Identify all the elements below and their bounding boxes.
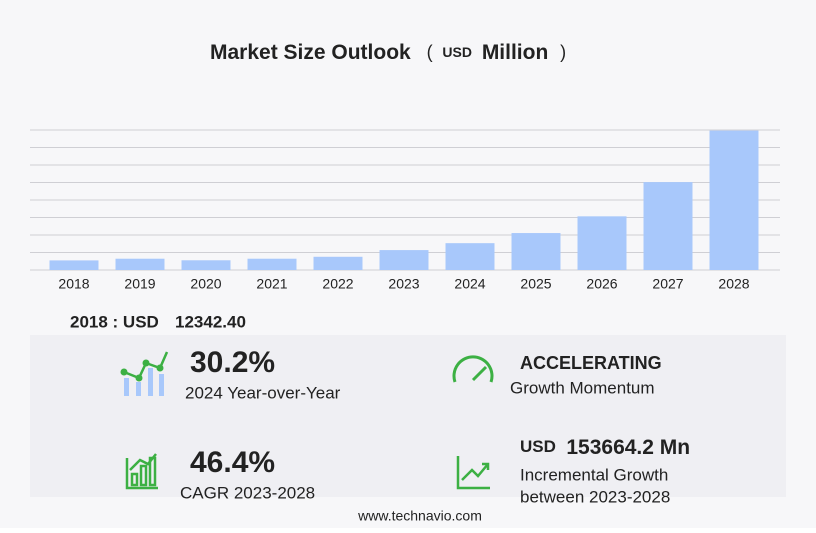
x-tick-label: 2020 [190,276,221,292]
incremental-number: 153664.2 Mn [566,436,690,459]
x-tick-label: 2022 [322,276,353,292]
title-unit-prefix: USD [442,44,472,60]
x-tick-label: 2019 [124,276,155,292]
x-tick-label: 2027 [652,276,683,292]
footer: www.technavio.com [357,508,482,524]
bar [49,260,99,270]
title-main: Market Size Outlook [210,41,411,64]
bar [379,250,429,270]
cagr-icon [125,453,158,490]
momentum-value: ACCELERATING [520,353,662,373]
base-label: 2018 : USD [70,312,159,331]
plot-area: 2018 2019 2020 2021 2022 2023 2024 2025 2026 2027… [30,129,780,292]
yoy-label: 2024 Year-over-Year [185,383,341,402]
stats-panel [30,335,786,497]
bar [511,233,561,270]
incremental-label: Incremental Growth [520,465,668,484]
bar [577,216,627,270]
x-tick-label: 2026 [586,276,617,292]
bar [313,256,363,270]
cagr-value: 46.4% [190,446,275,479]
bar [115,258,165,270]
x-tick-label: 2028 [718,276,749,292]
momentum-label: Growth Momentum [510,378,655,397]
bar [445,243,495,270]
title-paren: ( [427,42,433,62]
bar [181,260,231,270]
incremental-value: USD 153664.2 Mn [520,436,690,459]
title-unit: Million [482,41,549,64]
bar [247,258,297,270]
yoy-value: 30.2% [190,346,275,379]
incremental-label: between 2023-2028 [520,487,670,506]
x-tick-label: 2025 [520,276,551,292]
momentum-icon [452,355,494,383]
incremental-icon [456,456,490,490]
x-tick-label: 2018 [58,276,89,292]
cagr-label: CAGR 2023-2028 [180,483,315,502]
yoy-icon [120,351,169,396]
x-tick-label: 2023 [388,276,419,292]
incremental-unit: USD [520,437,556,456]
x-tick-label: 2021 [256,276,287,292]
chart-title: Market Size Outlook ( USD Million ) [210,41,566,64]
x-tick-label: 2024 [454,276,485,292]
base-value: 12342.40 [175,312,246,331]
title-paren: ) [560,42,566,62]
bar [643,182,693,270]
bar [709,130,759,270]
